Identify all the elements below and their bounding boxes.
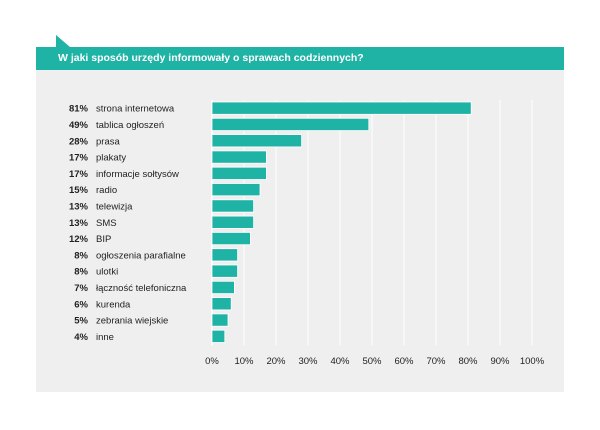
category-label: telewizja bbox=[96, 201, 133, 212]
value-label: 12% bbox=[69, 234, 89, 245]
x-tick-label: 70% bbox=[426, 356, 446, 367]
bar-15 bbox=[211, 329, 226, 343]
bar-7 bbox=[211, 199, 254, 213]
bar-10 bbox=[211, 248, 239, 262]
x-tick-label: 40% bbox=[330, 356, 350, 367]
category-label: zebrania wiejskie bbox=[96, 316, 168, 327]
category-label: prasa bbox=[96, 136, 120, 147]
bar-3 bbox=[211, 134, 302, 148]
x-tick-label: 30% bbox=[298, 356, 318, 367]
category-label: inne bbox=[96, 332, 114, 343]
bar-9 bbox=[211, 231, 251, 246]
x-tick-label: 80% bbox=[458, 356, 478, 367]
value-label: 6% bbox=[74, 299, 88, 310]
value-label: 49% bbox=[69, 120, 89, 131]
category-label: ogłoszenia parafialne bbox=[96, 250, 186, 261]
bar-2 bbox=[211, 117, 370, 132]
bar-1 bbox=[211, 101, 472, 115]
bar-5 bbox=[211, 166, 267, 180]
category-label: ulotki bbox=[96, 267, 118, 278]
value-label: 5% bbox=[74, 316, 88, 327]
x-tick-label: 60% bbox=[394, 356, 414, 367]
value-label: 15% bbox=[69, 185, 89, 196]
value-label: 8% bbox=[74, 250, 88, 261]
chart-title: W jaki sposób urzędy informowały o spraw… bbox=[58, 52, 364, 64]
value-label: 17% bbox=[69, 169, 89, 180]
value-label: 7% bbox=[74, 283, 88, 294]
value-label: 13% bbox=[69, 201, 89, 212]
x-tick-label: 10% bbox=[234, 356, 254, 367]
category-label: SMS bbox=[96, 218, 117, 229]
value-label: 8% bbox=[74, 267, 88, 278]
bar-13 bbox=[211, 297, 232, 311]
bar-11 bbox=[211, 264, 239, 278]
category-label: BIP bbox=[96, 234, 111, 245]
category-label: strona internetowa bbox=[96, 104, 175, 115]
category-label: radio bbox=[96, 185, 117, 196]
title-bar: W jaki sposób urzędy informowały o spraw… bbox=[36, 47, 564, 70]
bar-14 bbox=[211, 313, 229, 327]
x-tick-label: 20% bbox=[266, 356, 286, 367]
value-label: 28% bbox=[69, 136, 89, 147]
bar-12 bbox=[211, 280, 235, 294]
title-tab-decoration bbox=[56, 35, 70, 47]
bar-6 bbox=[211, 183, 261, 197]
bar-4 bbox=[211, 150, 267, 164]
value-label: 13% bbox=[69, 218, 89, 229]
value-label: 17% bbox=[69, 153, 89, 164]
category-label: tablica ogłoszeń bbox=[96, 120, 164, 131]
x-tick-label: 100% bbox=[520, 356, 545, 367]
x-tick-label: 90% bbox=[490, 356, 510, 367]
bar-8 bbox=[211, 215, 254, 229]
category-label: kurenda bbox=[96, 299, 131, 310]
value-label: 4% bbox=[74, 332, 88, 343]
category-label: plakaty bbox=[96, 153, 126, 164]
category-label: łączność telefoniczna bbox=[96, 283, 187, 294]
x-tick-label: 0% bbox=[205, 356, 219, 367]
x-tick-label: 50% bbox=[362, 356, 382, 367]
chart-panel bbox=[36, 62, 564, 392]
value-label: 81% bbox=[69, 104, 89, 115]
category-label: informacje sołtysów bbox=[96, 169, 179, 180]
